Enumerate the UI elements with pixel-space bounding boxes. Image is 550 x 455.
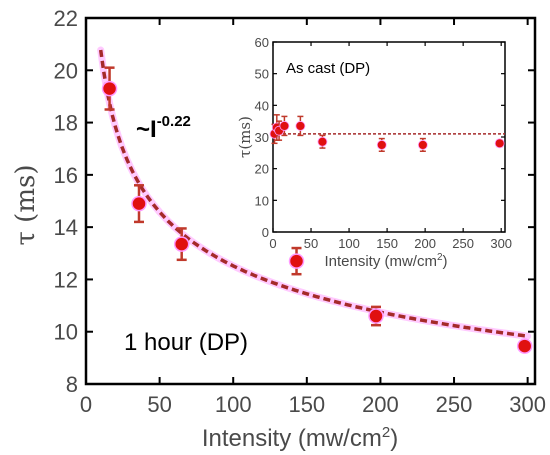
main-x-label-tail: ): [390, 425, 398, 452]
main-y-tick-label: 8: [66, 372, 78, 397]
main-y-axis-label: τ (ms): [11, 165, 41, 246]
power-law-exponent: -0.22: [157, 113, 191, 130]
main-data-point: [131, 195, 147, 212]
main-y-tick-label: 10: [54, 320, 78, 345]
inset-data-point: [295, 121, 306, 131]
inset-x-tick-label: 150: [376, 236, 398, 251]
inset-x-tick-label: 200: [414, 236, 436, 251]
inset-y-tick-label: 60: [255, 35, 269, 50]
main-fit-curve: [98, 49, 528, 338]
main-x-label-sup: 2: [382, 424, 390, 441]
main-y-tick-label: 18: [54, 111, 78, 136]
power-law-label: ~I-0.22: [136, 113, 191, 143]
inset-y-tick-label: 50: [255, 67, 269, 82]
main-plot-frame: [84, 16, 537, 386]
sample-annotation: 1 hour (DP): [124, 329, 248, 356]
main-y-tick-label: 14: [54, 215, 78, 240]
main-data-point: [173, 236, 190, 252]
inset-x-axis-label: Intensity (mw/cm2): [324, 252, 447, 270]
inset-y-tick-label: 0: [262, 225, 269, 240]
main-data-point: [288, 253, 305, 269]
main-x-tick-label: 50: [147, 392, 171, 417]
main-x-axis-label: Intensity (mw/cm2): [202, 424, 398, 452]
main-y-tick-label: 16: [54, 163, 78, 188]
inset-data-point: [317, 136, 328, 147]
main-y-tick-label: 12: [54, 267, 78, 292]
inset-x-tick-label: 50: [304, 236, 318, 251]
inset-x-label-text: Intensity (mw/cm: [324, 253, 437, 270]
inset-x-label-tail: ): [443, 253, 448, 270]
main-x-tick-label: 200: [362, 392, 399, 417]
inset-x-tick-label: 250: [452, 236, 474, 251]
main-x-tick-label: 250: [436, 392, 473, 417]
inset-x-label-sup: 2: [437, 252, 443, 263]
inset-data-point: [494, 138, 505, 149]
main-x-label-text: Intensity (mw/cm: [202, 425, 382, 452]
main-x-tick-label: 300: [509, 392, 546, 417]
inset-data-point: [417, 140, 428, 150]
main-x-tick-label: 0: [80, 392, 92, 417]
main-data-point: [516, 338, 533, 354]
inset-y-tick-label: 40: [255, 98, 269, 113]
inset-plot-layer: 0 50 100 150 200 250 300 0 10 20 30 40 50 60: [255, 35, 513, 251]
inset-x-tick-label: 100: [338, 236, 360, 251]
inset-y-tick-label: 30: [255, 130, 269, 145]
inset-title: As cast (DP): [286, 60, 370, 77]
inset-y-axis-label: τ(ms): [236, 116, 254, 158]
inset-y-tick-label: 20: [255, 162, 269, 177]
main-x-tick-label: 100: [215, 392, 252, 417]
main-x-tick-label: 150: [288, 392, 325, 417]
main-y-tick-label: 20: [54, 58, 78, 83]
inset-x-tick-label: 300: [490, 236, 512, 251]
inset-data-point: [376, 140, 387, 150]
main-data-point: [101, 80, 118, 97]
inset-y-tick-label: 10: [255, 193, 269, 208]
inset-x-tick-label: 0: [269, 236, 276, 251]
inset-data-point: [279, 121, 290, 131]
main-y-tick-label: 22: [54, 6, 78, 31]
main-data-point: [368, 308, 384, 324]
power-law-base: ~I: [136, 116, 157, 143]
inset-plot-frame: [272, 41, 506, 233]
